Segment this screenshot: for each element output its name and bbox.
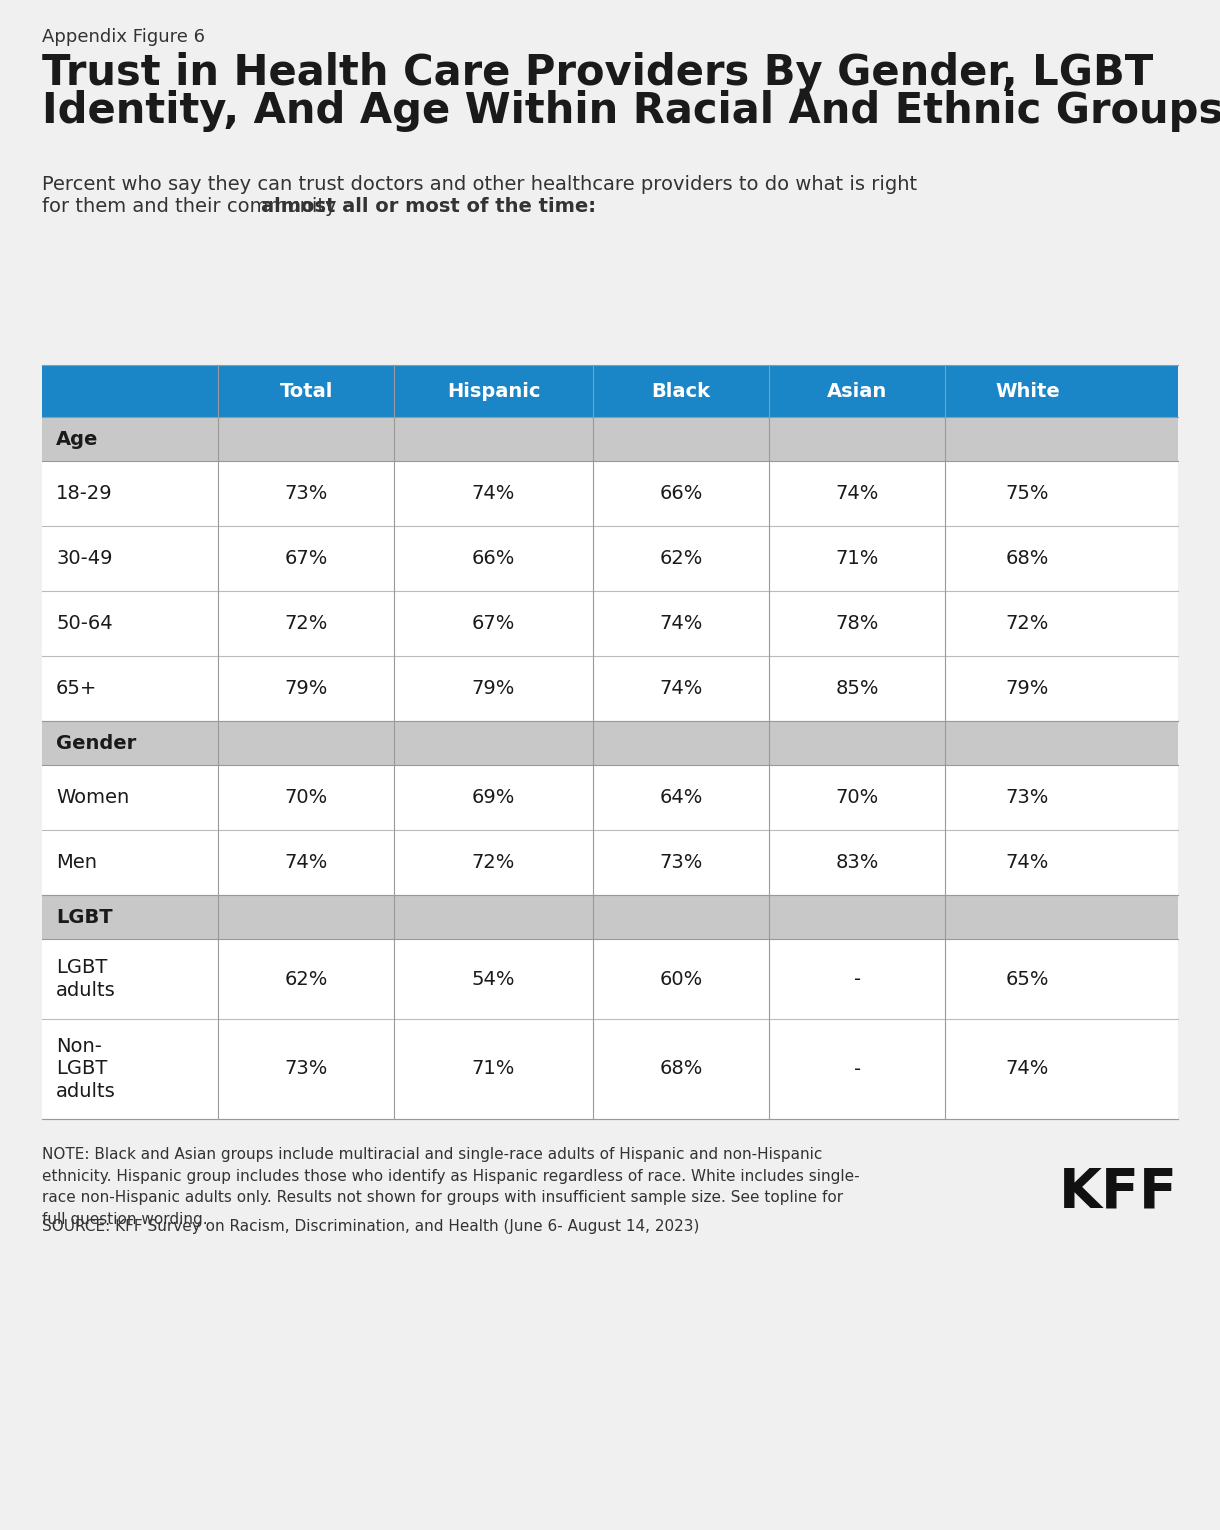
Text: Hispanic: Hispanic <box>447 381 540 401</box>
Text: 62%: 62% <box>284 970 328 988</box>
Text: 50-64: 50-64 <box>56 614 112 633</box>
Text: 66%: 66% <box>472 549 515 568</box>
Text: -: - <box>854 970 860 988</box>
Bar <box>41 765 1179 829</box>
Bar <box>41 526 1179 591</box>
Text: 68%: 68% <box>659 1059 703 1079</box>
Bar <box>41 656 1179 721</box>
Text: Identity, And Age Within Racial And Ethnic Groups: Identity, And Age Within Racial And Ethn… <box>41 90 1220 132</box>
Text: 74%: 74% <box>1005 854 1049 872</box>
Text: KFF: KFF <box>1059 1164 1179 1219</box>
Text: 79%: 79% <box>1005 679 1049 698</box>
Text: Women: Women <box>56 788 129 806</box>
Text: LGBT: LGBT <box>56 907 112 927</box>
Bar <box>41 591 1179 656</box>
Text: 79%: 79% <box>284 679 328 698</box>
Text: NOTE: Black and Asian groups include multiracial and single-race adults of Hispa: NOTE: Black and Asian groups include mul… <box>41 1148 860 1227</box>
Bar <box>41 418 1179 461</box>
Text: 65%: 65% <box>1005 970 1049 988</box>
Bar <box>41 829 1179 895</box>
Text: 74%: 74% <box>1005 1059 1049 1079</box>
Text: Appendix Figure 6: Appendix Figure 6 <box>41 28 205 46</box>
Text: 75%: 75% <box>1005 483 1049 503</box>
Text: 78%: 78% <box>836 614 878 633</box>
Text: 64%: 64% <box>659 788 703 806</box>
Text: 74%: 74% <box>472 483 515 503</box>
Text: 67%: 67% <box>472 614 515 633</box>
Text: 73%: 73% <box>659 854 703 872</box>
Text: 18-29: 18-29 <box>56 483 112 503</box>
Text: 74%: 74% <box>659 614 703 633</box>
Text: 74%: 74% <box>284 854 328 872</box>
Text: LGBT
adults: LGBT adults <box>56 958 116 1001</box>
Bar <box>41 1019 1179 1118</box>
Text: Trust in Health Care Providers By Gender, LGBT: Trust in Health Care Providers By Gender… <box>41 52 1153 93</box>
Text: 68%: 68% <box>1005 549 1049 568</box>
Text: Asian: Asian <box>827 381 887 401</box>
Text: 71%: 71% <box>836 549 878 568</box>
Text: 74%: 74% <box>836 483 878 503</box>
Text: for them and their community: for them and their community <box>41 197 343 216</box>
Text: Percent who say they can trust doctors and other healthcare providers to do what: Percent who say they can trust doctors a… <box>41 174 917 194</box>
Text: 67%: 67% <box>284 549 328 568</box>
Text: 85%: 85% <box>836 679 878 698</box>
Text: Men: Men <box>56 854 98 872</box>
Text: 70%: 70% <box>284 788 328 806</box>
Text: 72%: 72% <box>1005 614 1049 633</box>
Text: Black: Black <box>651 381 710 401</box>
Text: 83%: 83% <box>836 854 878 872</box>
Text: 30-49: 30-49 <box>56 549 112 568</box>
Text: almost all or most of the time:: almost all or most of the time: <box>261 197 595 216</box>
Text: 70%: 70% <box>836 788 878 806</box>
Text: Age: Age <box>56 430 99 448</box>
Bar <box>41 895 1179 939</box>
Text: Total: Total <box>279 381 333 401</box>
Bar <box>41 461 1179 526</box>
Text: SOURCE: KFF Survey on Racism, Discrimination, and Health (June 6- August 14, 202: SOURCE: KFF Survey on Racism, Discrimina… <box>41 1219 699 1235</box>
Text: Gender: Gender <box>56 733 137 753</box>
Text: 74%: 74% <box>659 679 703 698</box>
Text: -: - <box>854 1059 860 1079</box>
Text: 65+: 65+ <box>56 679 98 698</box>
Text: 72%: 72% <box>472 854 515 872</box>
Text: 72%: 72% <box>284 614 328 633</box>
Text: 62%: 62% <box>659 549 703 568</box>
Text: 60%: 60% <box>659 970 703 988</box>
Text: 69%: 69% <box>472 788 515 806</box>
Text: Non-
LGBT
adults: Non- LGBT adults <box>56 1037 116 1102</box>
Text: White: White <box>996 381 1060 401</box>
Text: 71%: 71% <box>472 1059 515 1079</box>
Text: 73%: 73% <box>1005 788 1049 806</box>
Text: 79%: 79% <box>472 679 515 698</box>
Text: 66%: 66% <box>659 483 703 503</box>
Text: 54%: 54% <box>472 970 515 988</box>
Bar <box>41 721 1179 765</box>
Bar <box>41 939 1179 1019</box>
Bar <box>41 366 1179 418</box>
Text: 73%: 73% <box>284 1059 328 1079</box>
Text: 73%: 73% <box>284 483 328 503</box>
